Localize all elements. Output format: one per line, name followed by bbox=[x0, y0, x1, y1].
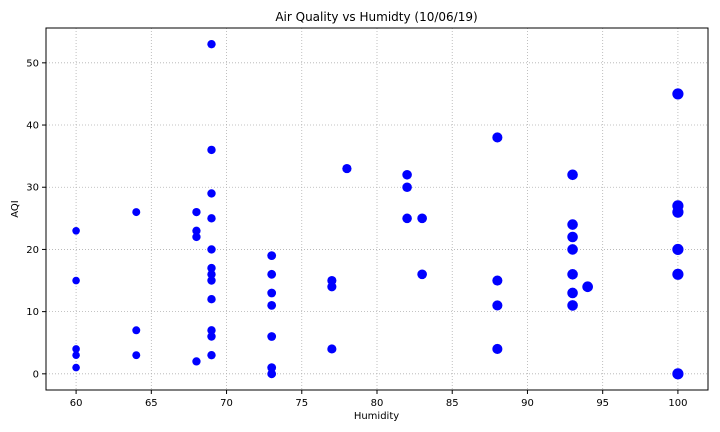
x-tick-label: 80 bbox=[371, 398, 384, 409]
y-tick-label: 50 bbox=[26, 58, 39, 69]
data-point bbox=[567, 269, 578, 280]
data-point bbox=[72, 363, 80, 372]
data-point bbox=[207, 276, 216, 285]
data-point bbox=[672, 268, 684, 280]
data-point bbox=[492, 275, 503, 286]
x-tick-label: 65 bbox=[145, 398, 158, 409]
x-tick-label: 70 bbox=[220, 398, 233, 409]
data-point bbox=[72, 351, 80, 359]
chart-title: Air Quality vs Humidty (10/06/19) bbox=[275, 10, 477, 24]
x-tick-label: 60 bbox=[70, 398, 83, 409]
data-point bbox=[267, 363, 277, 372]
data-point bbox=[402, 182, 412, 193]
data-point bbox=[132, 351, 141, 360]
y-tick-label: 30 bbox=[26, 183, 39, 194]
data-point bbox=[567, 169, 578, 181]
data-point bbox=[192, 357, 201, 366]
axis-ticks: 60 65 70 75 80 85 90 95 100 0 10 20 30 40 50 bbox=[26, 58, 687, 409]
data-point bbox=[492, 132, 503, 143]
data-point bbox=[672, 206, 684, 218]
data-point bbox=[417, 213, 427, 224]
data-point bbox=[267, 332, 277, 341]
data-point bbox=[567, 244, 578, 255]
data-point bbox=[192, 232, 201, 242]
y-tick-label: 0 bbox=[33, 369, 39, 380]
data-point bbox=[207, 270, 216, 279]
x-axis-label: Humidity bbox=[354, 411, 399, 422]
data-point bbox=[72, 345, 80, 353]
data-point bbox=[192, 226, 201, 235]
data-point bbox=[207, 294, 216, 304]
data-point bbox=[192, 207, 201, 217]
data-point bbox=[567, 219, 578, 230]
data-point bbox=[267, 369, 277, 379]
data-point bbox=[672, 368, 684, 380]
data-point bbox=[207, 145, 216, 155]
data-point bbox=[327, 282, 337, 292]
data-point bbox=[267, 269, 277, 279]
data-point bbox=[402, 170, 412, 180]
data-point bbox=[267, 301, 277, 310]
data-point bbox=[672, 88, 684, 100]
data-point bbox=[72, 276, 80, 285]
data-point bbox=[207, 39, 216, 49]
y-tick-label: 20 bbox=[26, 245, 39, 256]
data-point bbox=[342, 163, 352, 174]
data-point bbox=[582, 281, 593, 293]
x-tick-label: 85 bbox=[446, 398, 459, 409]
data-point bbox=[267, 288, 277, 298]
data-point bbox=[402, 213, 412, 224]
data-point bbox=[207, 263, 216, 273]
data-point bbox=[567, 287, 578, 299]
data-point bbox=[492, 343, 503, 355]
y-axis-label: AQI bbox=[10, 200, 21, 218]
data-point bbox=[207, 189, 216, 198]
data-points bbox=[72, 39, 684, 380]
data-point bbox=[132, 326, 141, 335]
x-tick-label: 95 bbox=[596, 398, 609, 409]
data-point bbox=[417, 269, 427, 280]
y-tick-label: 10 bbox=[26, 307, 39, 318]
data-point bbox=[327, 344, 337, 354]
data-point bbox=[207, 326, 216, 335]
x-tick-label: 90 bbox=[521, 398, 534, 409]
data-point bbox=[207, 214, 216, 223]
data-point bbox=[672, 243, 684, 256]
y-tick-label: 40 bbox=[26, 121, 39, 132]
data-point bbox=[132, 208, 141, 217]
data-point bbox=[207, 350, 216, 360]
data-point bbox=[492, 300, 503, 311]
x-tick-label: 100 bbox=[668, 398, 687, 409]
data-point bbox=[207, 332, 216, 341]
data-point bbox=[567, 300, 578, 311]
data-point bbox=[207, 245, 216, 254]
data-point bbox=[567, 231, 578, 243]
data-point bbox=[267, 251, 277, 261]
x-tick-label: 75 bbox=[295, 398, 308, 409]
data-point bbox=[72, 226, 80, 235]
